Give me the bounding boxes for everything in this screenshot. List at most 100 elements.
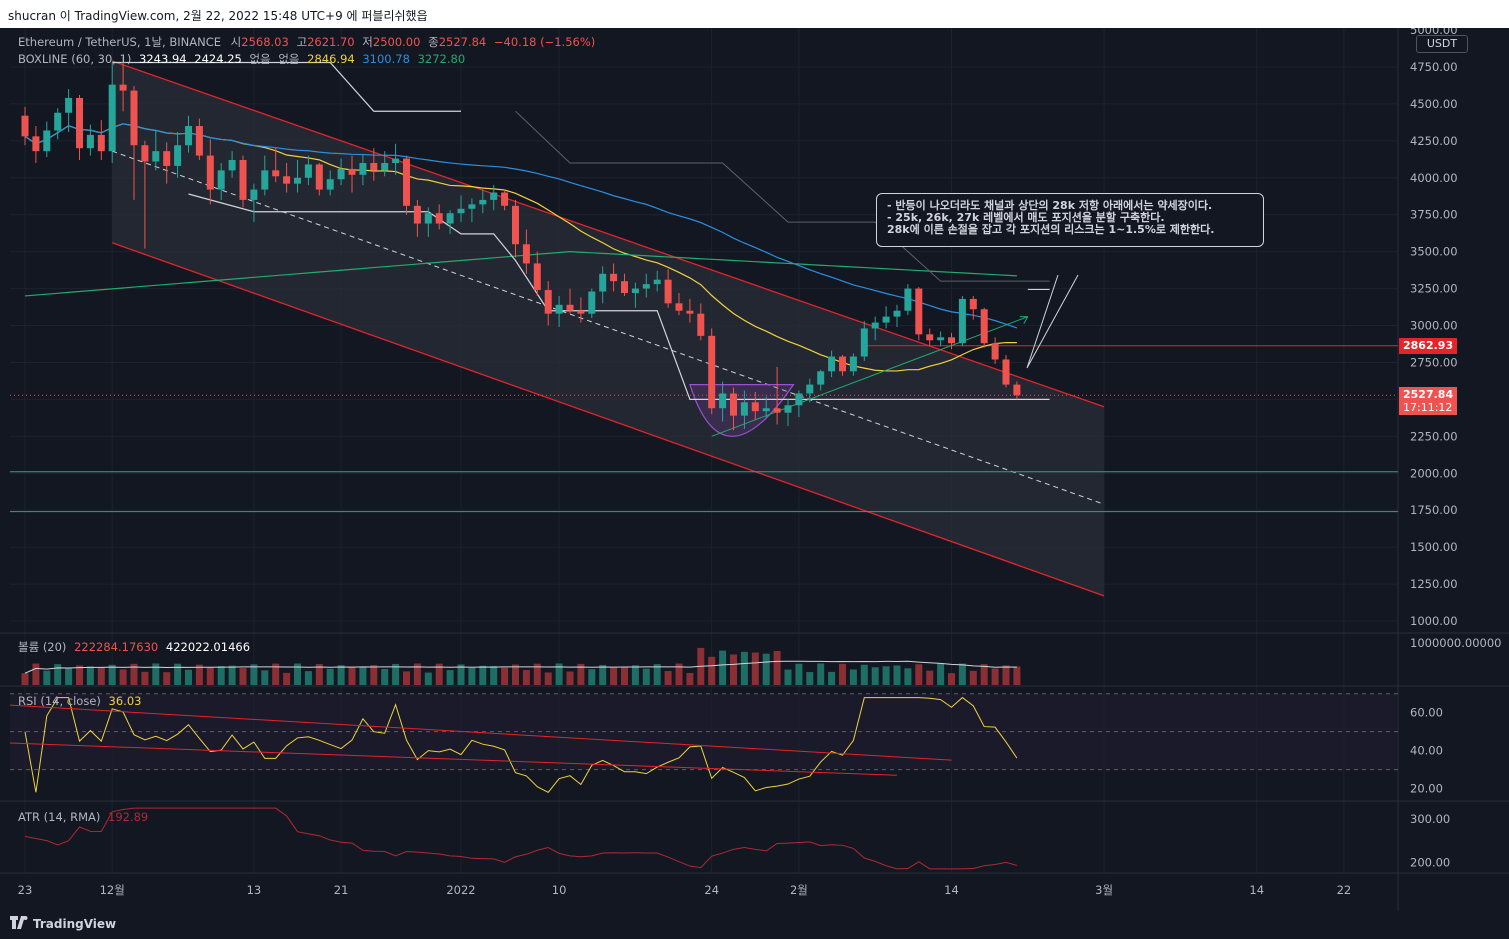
currency-button[interactable]: USDT [1416,35,1468,53]
volume-bar [315,664,323,685]
boxline-label: BOXLINE (60, 30, 1) [18,52,132,66]
volume-bar [108,664,116,685]
volume-bar [163,672,171,685]
volume-bar [294,663,301,685]
atr-label: ATR (14, RMA) [18,810,101,824]
candle-body [555,304,563,314]
volume-bar [860,664,868,685]
candle-body [413,205,421,224]
candle-body [392,158,400,163]
candle-body [152,151,160,162]
volume-bar [337,665,345,685]
candle-body [261,170,269,190]
candle-body [730,393,737,416]
volume-bar [457,664,465,685]
candle-body [610,273,618,282]
main-chart-svg[interactable]: 1000.00 1250.00 1500.00 1750.00 2000.00 2250.… [0,28,1509,911]
volume-bar [991,668,999,685]
price-axis-label: 2750.00 [1410,355,1458,369]
volume-bar [239,668,247,685]
candle-body [185,126,192,146]
volume-bar [392,663,400,685]
volume-bar [882,666,890,685]
rsi-axis-label: 60.00 [1410,706,1443,720]
atr-value: 192.89 [108,810,149,824]
last-price-badge: 2527.84 17:11:12 [1399,387,1457,415]
rsi-legend: RSI (14, close) 36.03 [18,694,141,708]
volume-bar [195,664,203,685]
rsi-label: RSI (14, close) [18,694,101,708]
candle-body [217,170,225,190]
candle-body [97,134,105,152]
volume-bar [795,663,803,685]
boxline-value-2: 2424.25 [194,52,242,66]
candle-body [719,393,727,409]
time-axis-label: 3월 [1095,883,1113,897]
candle-body [860,328,868,357]
volume-value-2: 422022.01466 [165,640,251,654]
time-axis-label: 2022 [446,883,475,897]
volume-bar [119,669,127,685]
volume-bar [435,663,443,685]
candle-body [773,408,781,413]
volume-bar [642,668,650,685]
volume-bar [1013,666,1021,685]
volume-bar [784,669,792,685]
candle-body [174,145,182,166]
volume-bar [86,666,94,685]
volume-bar [479,665,487,685]
candle-body [991,343,999,360]
open-value: 2568.03 [241,35,289,49]
volume-bar [915,664,923,685]
volume-bar [871,667,879,685]
candle-body [512,205,519,245]
chart-stage[interactable]: 1000.00 1250.00 1500.00 1750.00 2000.00 2250.… [0,28,1509,911]
volume-bar [751,652,759,685]
candle-body [588,291,596,314]
volume-bar [904,668,912,685]
annotation-callout[interactable]: - 반등이 나오더라도 채널과 상단의 28k 저항 아래에서는 약세장이다. … [876,193,1264,247]
candle-body [828,356,836,372]
candle-body [337,168,345,180]
volume-bar [261,670,269,685]
volume-bar [817,663,825,685]
boxline-value-4: 3100.78 [362,52,410,66]
time-axis-label: 14 [944,883,959,897]
last-price-value: 2527.84 [1403,388,1454,401]
volume-bar [708,656,716,685]
candle-body [326,179,334,190]
volume-bar [839,663,846,685]
candle-body [206,155,214,190]
candle-body [893,310,901,317]
tradingview-brand: TradingView [33,917,117,931]
candle-body [795,393,803,406]
candle-body [533,263,541,291]
volume-bar [762,653,770,685]
candle-body [697,313,705,336]
volume-bar [21,673,29,685]
countdown-value: 17:11:12 [1403,401,1453,414]
volume-bar [304,671,312,685]
price-axis-label: 3500.00 [1410,245,1458,259]
time-axis-label: 21 [334,883,349,897]
candle-body [806,384,814,394]
volume-bar [228,665,236,685]
boxline-value-1: 3243.94 [139,52,187,66]
candle-body [969,298,977,310]
boxline-legend: BOXLINE (60, 30, 1) 3243.94 2424.25 없음 없… [18,51,465,67]
rsi-value: 36.03 [108,694,142,708]
volume-bar [621,666,628,685]
candle-body [817,371,825,385]
volume-bar [1002,665,1010,685]
time-axis-label: 10 [552,883,567,897]
candle-body [631,288,639,293]
candle-body [501,192,509,206]
candle-body [871,322,879,329]
price-axis-label: 1500.00 [1410,540,1458,554]
atr-axis-label: 300.00 [1410,812,1450,826]
volume-bar [65,668,73,685]
candle-body [522,244,530,264]
boxline-value-5: 3272.80 [417,52,466,66]
volume-bar [599,664,607,685]
candle-body [272,170,280,177]
